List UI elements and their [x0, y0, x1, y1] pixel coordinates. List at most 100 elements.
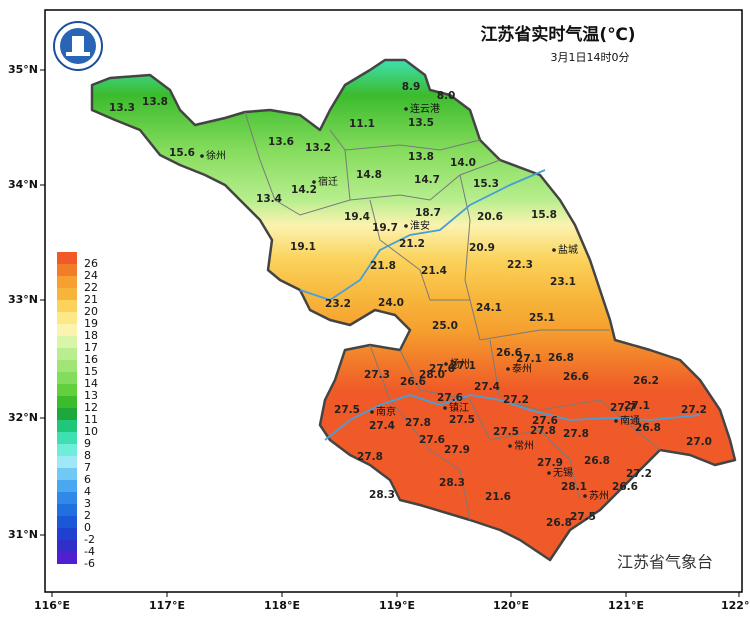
legend-label: 24: [84, 269, 98, 282]
station-value: 27.1: [450, 360, 476, 372]
legend-label: 18: [84, 329, 98, 342]
station-value: 20.9: [469, 242, 495, 254]
station-value: 27.8: [357, 451, 383, 463]
city-name: 泰州: [512, 362, 532, 375]
station-value: 15.8: [531, 209, 557, 221]
station-value: 14.2: [291, 184, 317, 196]
station-value: 27.7: [610, 402, 636, 414]
legend-swatch: [57, 276, 77, 288]
legend-swatch: [57, 264, 77, 276]
station-value: 19.1: [290, 241, 316, 253]
station-value: 13.2: [305, 142, 331, 154]
station-value: 27.1: [624, 400, 650, 412]
station-value: 14.8: [356, 169, 382, 181]
station-value: 28.0: [419, 369, 445, 381]
station-value: 21.8: [370, 260, 396, 272]
lat-label: 34°N: [8, 178, 38, 191]
legend-label: 19: [84, 317, 98, 330]
station-value: 25.1: [529, 312, 555, 324]
legend-swatch: [57, 360, 77, 372]
city-dot: [583, 494, 587, 498]
lat-label: 32°N: [8, 411, 38, 424]
station-value: 21.2: [399, 238, 425, 250]
station-value: 23.1: [550, 276, 576, 288]
legend-label: 20: [84, 305, 98, 318]
legend-swatch: [57, 420, 77, 432]
station-value: 27.2: [503, 394, 529, 406]
station-value: 27.8: [405, 417, 431, 429]
city-name: 盐城: [558, 243, 578, 256]
city-dot: [614, 419, 618, 423]
station-value: 27.6: [429, 363, 455, 375]
station-value: 13.3: [109, 102, 135, 114]
legend-swatch: [57, 348, 77, 360]
footer: 江苏省气象台: [617, 553, 713, 572]
station-value: 27.6: [532, 415, 558, 427]
station-value: 13.8: [142, 96, 168, 108]
legend-label: 10: [84, 425, 98, 438]
legend-label: 17: [84, 341, 98, 354]
legend-label: -6: [84, 557, 95, 570]
city-name: 南通: [620, 414, 640, 427]
city-dot: [370, 410, 374, 414]
station-value: 13.4: [256, 193, 282, 205]
city-name: 扬州: [450, 357, 470, 370]
station-value: 27.6: [437, 392, 463, 404]
station-value: 26.8: [548, 352, 574, 364]
legend-label: 4: [84, 485, 91, 498]
station-value: 27.5: [493, 426, 519, 438]
city-dot: [404, 224, 408, 228]
legend-swatch: [57, 252, 77, 264]
legend-swatch: [57, 516, 77, 528]
city-name: 徐州: [206, 149, 226, 162]
legend-label: 21: [84, 293, 98, 306]
station-value: 19.4: [344, 211, 370, 223]
city-dot: [404, 107, 408, 111]
legend-label: 2: [84, 509, 91, 522]
station-value: 26.8: [546, 517, 572, 529]
legend-label: 22: [84, 281, 98, 294]
lat-label: 35°N: [8, 63, 38, 76]
station-value: 27.6: [419, 434, 445, 446]
station-value: 27.5: [570, 511, 596, 523]
lon-label: 120°E: [493, 599, 529, 612]
station-value: 18.7: [415, 207, 441, 219]
rivers: [299, 169, 701, 441]
station-value: 27.2: [626, 468, 652, 480]
legend-swatch: [57, 288, 77, 300]
legend-swatch: [57, 372, 77, 384]
station-value: 14.7: [414, 174, 440, 186]
station-value: 25.0: [432, 320, 458, 332]
lon-label: 116°E: [34, 599, 70, 612]
station-value: 26.6: [563, 371, 589, 383]
legend-label: 14: [84, 377, 98, 390]
city-name: 淮安: [410, 219, 430, 232]
station-value: 27.2: [681, 404, 707, 416]
station-value: 23.2: [325, 298, 351, 310]
station-value: 26.6: [496, 347, 522, 359]
city-name: 常州: [514, 439, 534, 452]
station-value: 28.3: [439, 477, 465, 489]
legend-swatch: [57, 480, 77, 492]
legend-swatch: [57, 336, 77, 348]
city-dot: [443, 406, 447, 410]
legend-swatch: [57, 540, 77, 552]
station-value: 24.1: [476, 302, 502, 314]
station-value: 15.6: [169, 147, 195, 159]
station-value: 28.3: [369, 489, 395, 501]
legend-swatch: [57, 552, 77, 564]
lon-label: 119°E: [379, 599, 415, 612]
station-value: 14.0: [450, 157, 476, 169]
city-name: 镇江: [449, 401, 469, 414]
legend-swatch: [57, 504, 77, 516]
station-value: 15.3: [473, 178, 499, 190]
city-name: 苏州: [589, 489, 609, 502]
legend-label: 0: [84, 521, 91, 534]
lon-label: 121°E: [608, 599, 644, 612]
city-dot: [547, 471, 551, 475]
station-value: 24.0: [378, 297, 404, 309]
city-name: 南京: [376, 405, 396, 418]
legend-swatch: [57, 384, 77, 396]
legend-swatch: [57, 396, 77, 408]
lat-label: 33°N: [8, 293, 38, 306]
